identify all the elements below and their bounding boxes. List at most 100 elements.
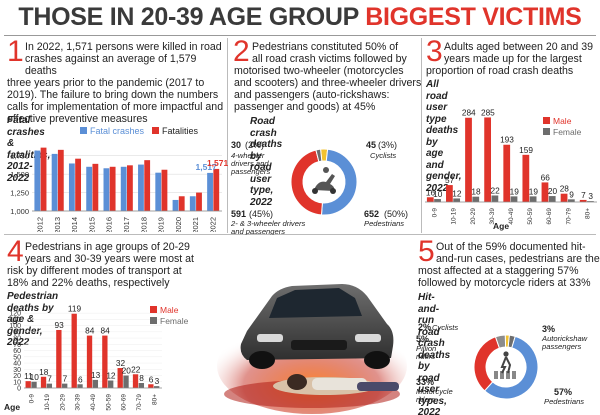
bar-male bbox=[465, 117, 472, 202]
y-tick-label: 1,000 bbox=[10, 207, 29, 216]
chart-2-caption: Road crash deaths by road user type, 202… bbox=[250, 116, 282, 208]
crossing-stripe bbox=[494, 371, 498, 379]
windshield-shape bbox=[269, 288, 362, 318]
p5-caption-line: Hit-and-run road crash deaths bbox=[418, 292, 451, 361]
x-tick-label: 40-49 bbox=[90, 394, 97, 411]
data-label: 66 bbox=[541, 172, 551, 182]
victim-shirt bbox=[312, 378, 367, 390]
x-tick-label: 2017 bbox=[122, 217, 131, 232]
legend-swatch bbox=[152, 127, 159, 134]
donut-slice bbox=[504, 334, 510, 348]
x-tick-label: 40-49 bbox=[508, 208, 515, 225]
bar-male bbox=[148, 384, 154, 388]
bar-fatal-crashes bbox=[172, 199, 179, 211]
x-tick-label: 10-19 bbox=[44, 394, 51, 411]
y-tick-label: 70 bbox=[13, 342, 21, 349]
bar-female bbox=[453, 198, 461, 202]
bar-fatalities bbox=[109, 166, 116, 211]
chart-1-caption: Fatal crashes & fatalities, 2012-2022 bbox=[7, 115, 51, 184]
y-tick-label: 60 bbox=[13, 348, 21, 355]
y-tick-label: 20 bbox=[13, 373, 21, 380]
scooter-rider-icon bbox=[314, 174, 335, 191]
legend-label: Female bbox=[553, 127, 582, 137]
data-label: 3 bbox=[588, 191, 593, 201]
data-label: 84 bbox=[85, 326, 95, 336]
x-tick-label: 2022 bbox=[208, 217, 217, 232]
bar-fatalities bbox=[92, 163, 99, 211]
x-tick-label: 60-69 bbox=[546, 208, 553, 225]
data-label: 10 bbox=[30, 372, 40, 382]
panel-2-number: 2 bbox=[233, 35, 250, 68]
x-tick-label: 50-59 bbox=[105, 394, 112, 411]
bar-female bbox=[510, 196, 518, 202]
bar-male bbox=[541, 182, 549, 202]
data-label: 93 bbox=[54, 320, 64, 330]
panel-3-number: 3 bbox=[426, 35, 443, 68]
p5-line: followed by motorcycle riders at 33% bbox=[418, 277, 591, 289]
data-label: 284 bbox=[462, 108, 476, 118]
legend-swatch bbox=[150, 317, 157, 324]
data-label: 20 bbox=[548, 186, 558, 196]
bar-fatal-crashes bbox=[103, 168, 110, 211]
walker-head bbox=[503, 351, 509, 357]
data-label: 3 bbox=[155, 376, 160, 386]
p3-caption-line: age and gender, 2022 bbox=[426, 148, 462, 194]
chart-4-caption: Pedestrian deaths by age & gender, 2022 bbox=[7, 291, 59, 348]
scooter-wheel bbox=[330, 188, 336, 194]
slice-label: passengers bbox=[230, 167, 270, 176]
bar-male bbox=[132, 374, 139, 388]
bar-fatal-crashes bbox=[155, 172, 162, 211]
p4-line: risk by different modes of transport at bbox=[7, 265, 182, 277]
bar-female bbox=[123, 375, 129, 388]
bar-female bbox=[138, 383, 145, 388]
bar-female bbox=[529, 196, 537, 202]
slice-value: 652 bbox=[364, 209, 379, 219]
data-label: 11 bbox=[24, 371, 33, 381]
panel-5-text: Out of the 59% documented hit- and-run c… bbox=[418, 241, 600, 289]
chart-3-caption: All road user type deaths by age and gen… bbox=[426, 79, 462, 194]
legend-swatch bbox=[543, 128, 550, 135]
bar-female bbox=[46, 383, 53, 388]
x-tick-label: 2021 bbox=[191, 217, 200, 232]
crossing-stripe bbox=[506, 371, 510, 379]
divider-2 bbox=[421, 38, 422, 233]
data-label: 10 bbox=[433, 189, 443, 199]
legend-label: Fatal crashes bbox=[90, 127, 145, 136]
slice-label: riders bbox=[416, 352, 435, 361]
y-tick-label: 0 bbox=[17, 386, 21, 393]
bar-fatal-crashes bbox=[68, 163, 75, 211]
pedestrian-crossing-icon bbox=[500, 356, 512, 374]
all-age-gender-chart: 16100-9571210-192841820-292852230-391931… bbox=[425, 107, 597, 231]
x-tick-label: 2018 bbox=[139, 217, 148, 232]
bar-fatalities bbox=[144, 160, 151, 211]
p2-line: Pedestrians constituted 50% of bbox=[252, 41, 399, 53]
x-tick-label: 0-9 bbox=[29, 394, 36, 404]
bar-fatalities bbox=[57, 149, 64, 211]
headlight-right bbox=[355, 334, 381, 342]
y-tick-label: 80 bbox=[13, 336, 21, 343]
panel-4-text: Pedestrians in age groups of 20-29 years… bbox=[7, 241, 240, 289]
p2-line: and passengers (auto-rickshaws: bbox=[234, 89, 390, 101]
x-tick-label: 20-29 bbox=[59, 394, 66, 411]
y-tick-label: 1,500 bbox=[10, 170, 29, 179]
y-tick-label: 40 bbox=[13, 361, 21, 368]
p2-line: motorised two-wheeler (motorcycles bbox=[234, 65, 404, 77]
panel-2-text: Pedestrians constituted 50% of all road … bbox=[234, 41, 422, 113]
legend-label: Female bbox=[160, 316, 189, 326]
bar-female bbox=[491, 195, 499, 202]
slice-value: 591 bbox=[231, 209, 246, 219]
data-label: 159 bbox=[519, 145, 533, 155]
slice-label: Cyclists bbox=[370, 151, 396, 160]
slice-label: Cyclists bbox=[432, 323, 458, 332]
slice-pct: 5% bbox=[416, 334, 429, 344]
p2-line: passenger and goods) at 45% bbox=[234, 101, 376, 113]
data-label: 18 bbox=[471, 187, 481, 197]
bar-male bbox=[117, 368, 123, 388]
slice-pct: 33% bbox=[416, 377, 434, 387]
p2-line: and scooters) and three-wheeler drivers bbox=[234, 77, 422, 89]
p2-line: all road crash victims followed by bbox=[252, 53, 407, 65]
y-tick-label: 120 bbox=[9, 311, 21, 318]
pedestrian-age-gender-chart: 010203040506070809010011012011100-918710… bbox=[4, 304, 189, 412]
p4-line: 18% and 22% deaths, respectively bbox=[7, 277, 170, 289]
data-label: 7 bbox=[63, 374, 68, 384]
